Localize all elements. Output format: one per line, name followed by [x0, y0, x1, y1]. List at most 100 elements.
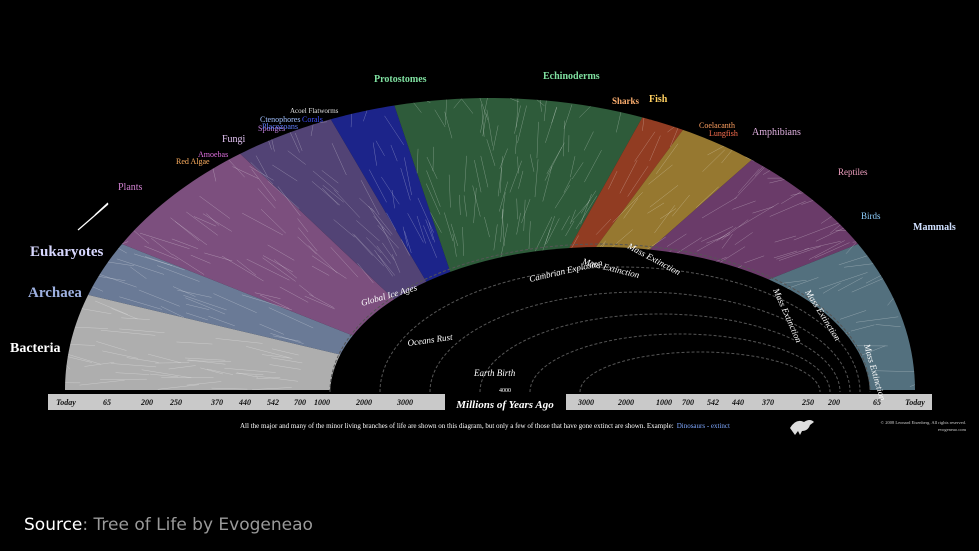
branch: [445, 99, 447, 125]
branch: [793, 222, 839, 241]
branch: [754, 166, 764, 177]
branch: [92, 286, 104, 292]
branch: [215, 338, 263, 344]
taxon-label: Fungi: [222, 134, 246, 145]
branch: [208, 316, 235, 327]
branch: [66, 365, 71, 370]
branch: [352, 233, 373, 256]
branch: [738, 168, 760, 193]
timeline-label: 1000: [314, 398, 330, 407]
event-label: Earth Birth: [473, 368, 516, 378]
branch: [168, 365, 196, 370]
branch: [311, 255, 347, 279]
branch: [479, 97, 489, 121]
branch: [176, 341, 213, 345]
branch: [391, 254, 401, 273]
taxon-label: Ctenophores: [260, 115, 300, 124]
branch: [404, 231, 412, 253]
timeline-label: 3000: [396, 398, 413, 407]
branch: [696, 232, 731, 252]
branch: [321, 170, 339, 184]
branch: [545, 107, 558, 143]
branch: [374, 249, 393, 277]
branch: [544, 146, 563, 181]
branch: [81, 308, 112, 315]
timeline-origin: 4000: [499, 388, 511, 394]
branch: [268, 307, 314, 329]
branch: [322, 187, 339, 206]
taxon-label: Acoel Flatworms: [290, 107, 339, 115]
branch: [235, 373, 264, 375]
branch: [353, 234, 385, 267]
branch: [701, 197, 737, 219]
branch: [121, 317, 150, 320]
branch: [529, 154, 535, 172]
labels: Bacteria Archaea Eukaryotes Plants Red Algae…: [10, 71, 966, 535]
taxon-label: Bacteria: [10, 341, 61, 356]
branch: [133, 230, 150, 244]
branch: [517, 156, 519, 174]
branch: [565, 220, 575, 237]
branch: [815, 227, 844, 242]
branch: [330, 247, 359, 278]
branch: [818, 272, 868, 290]
branch: [744, 255, 765, 264]
branch: [480, 155, 489, 188]
branch: [254, 292, 281, 299]
branch: [707, 145, 724, 156]
branch: [297, 218, 309, 233]
branch: [672, 194, 690, 217]
branch: [544, 216, 555, 246]
branch: [486, 139, 496, 166]
era-ring: [529, 333, 831, 393]
branch: [249, 166, 274, 181]
branch: [561, 215, 570, 231]
branch: [464, 155, 467, 192]
branch: [608, 171, 618, 190]
branch: [262, 257, 296, 282]
branch: [171, 238, 199, 249]
branch: [782, 279, 807, 284]
branch: [96, 341, 127, 351]
branch: [563, 178, 572, 193]
branch: [277, 186, 301, 216]
branch: [814, 242, 850, 259]
branch: [510, 98, 520, 103]
branch: [259, 323, 284, 335]
branch: [518, 170, 524, 189]
branch: [256, 377, 281, 380]
branch: [356, 220, 380, 242]
branch: [500, 209, 504, 243]
branch: [273, 259, 298, 279]
branch: [270, 333, 304, 344]
branch: [546, 142, 565, 174]
branch: [534, 216, 553, 252]
branch: [304, 295, 335, 310]
branch: [497, 167, 502, 197]
branch: [130, 266, 147, 279]
branch: [459, 194, 461, 215]
branch: [119, 328, 165, 334]
branch: [377, 225, 399, 249]
branch: [110, 363, 157, 368]
branch: [102, 350, 139, 359]
branch: [122, 241, 129, 245]
branch: [333, 189, 360, 218]
timeline-label: 200: [827, 398, 840, 407]
branch: [115, 372, 150, 375]
branch: [202, 213, 232, 232]
taxon-label: Amoebas: [198, 150, 228, 159]
branch: [287, 150, 306, 165]
branch: [84, 362, 115, 367]
taxon-label: Fish: [649, 94, 668, 105]
branch: [642, 117, 645, 131]
branch: [255, 155, 268, 177]
branch: [185, 297, 226, 315]
taxon-label: Echinoderms: [543, 71, 600, 82]
branch: [426, 100, 431, 103]
branch: [186, 360, 232, 362]
source: Source: Tree of Life by Evogeneao: [24, 515, 313, 535]
branch: [790, 192, 804, 196]
branch: [612, 192, 643, 223]
